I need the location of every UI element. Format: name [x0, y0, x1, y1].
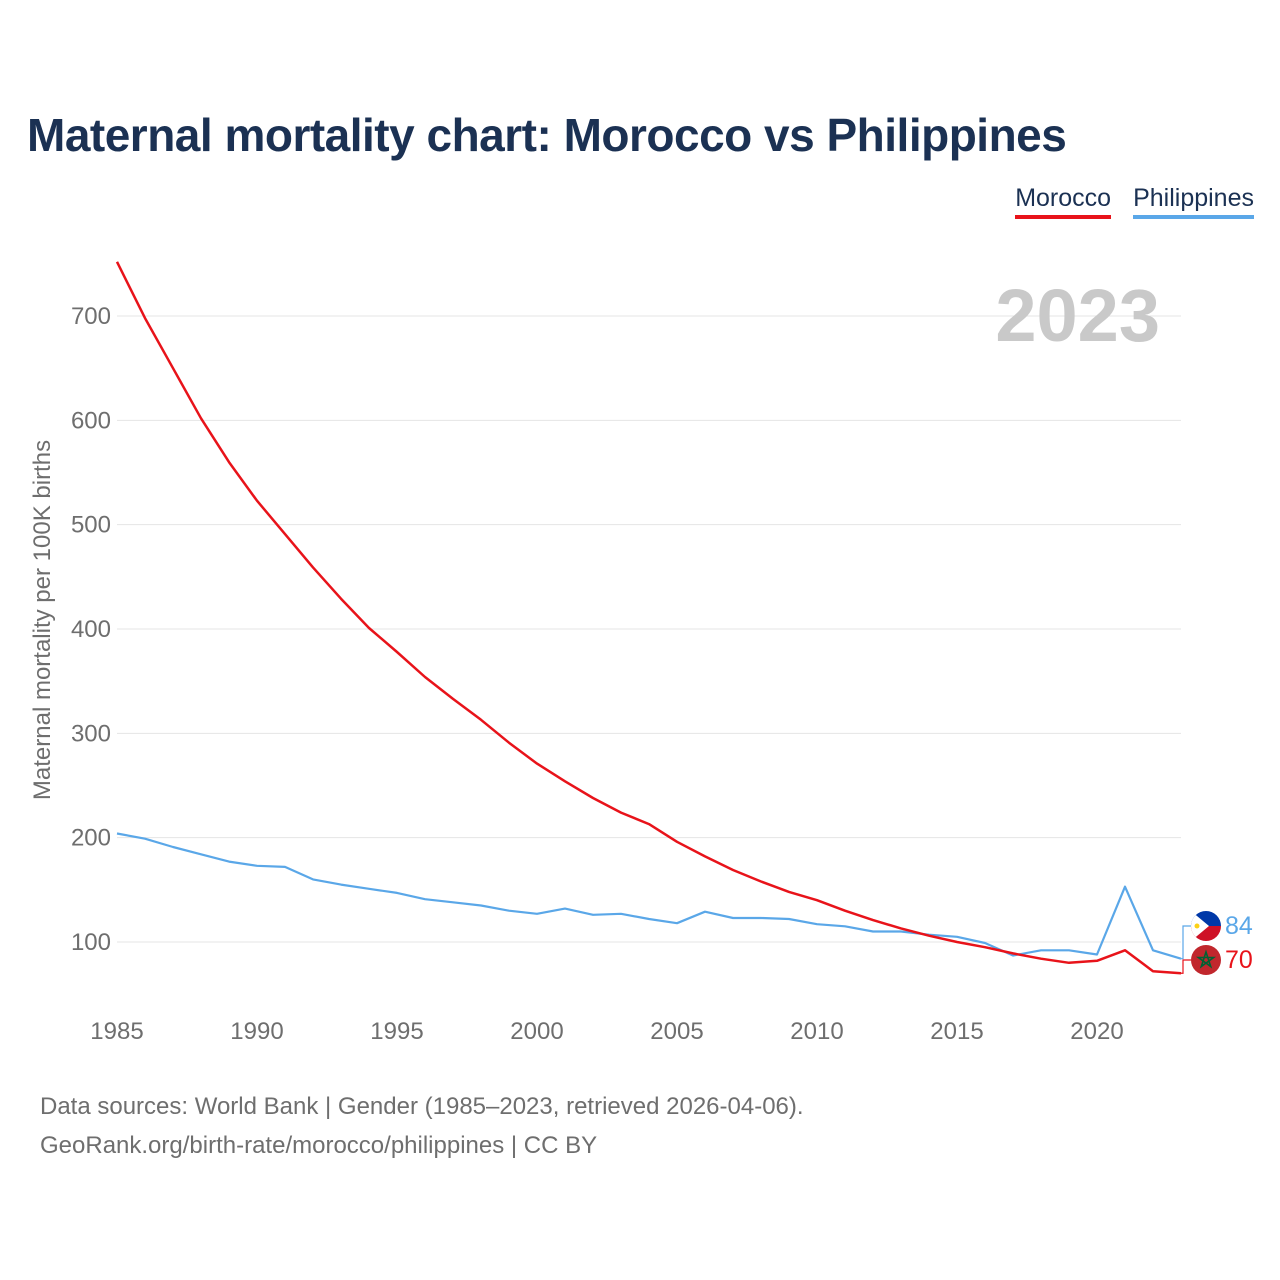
- x-tick-label: 2010: [790, 1018, 843, 1045]
- series-line-morocco: [115, 261, 1182, 975]
- x-tick-label: 1995: [370, 1018, 423, 1045]
- x-tick-label: 2015: [930, 1018, 983, 1045]
- end-connector-morocco: [1181, 959, 1191, 974]
- x-tick-label: 2020: [1070, 1018, 1123, 1045]
- y-axis-label: Maternal mortality per 100K births: [29, 440, 56, 800]
- x-tick-label: 1985: [90, 1018, 143, 1045]
- end-connector-philippines: [1181, 925, 1191, 960]
- x-tick-labels: 1985 1990 1995 2000 2005 2010 2015 2020: [90, 1018, 1123, 1045]
- y-tick-label: 100: [71, 929, 111, 956]
- y-tick-label: 600: [71, 407, 111, 434]
- page-title: Maternal mortality chart: Morocco vs Phi…: [27, 109, 1067, 161]
- y-tick-label: 700: [71, 303, 111, 330]
- legend: Morocco Philippines: [1015, 184, 1254, 219]
- series-line-philippines: [116, 832, 1182, 960]
- x-tick-label: 2000: [510, 1018, 563, 1045]
- series-lines: [115, 261, 1182, 975]
- end-value-label-morocco: 70: [1225, 946, 1253, 974]
- footer-attribution[interactable]: GeoRank.org/birth-rate/morocco/philippin…: [40, 1132, 598, 1159]
- legend-item-philippines[interactable]: Philippines: [1133, 184, 1254, 219]
- end-value-label-philippines: 84: [1225, 912, 1253, 940]
- legend-item-morocco[interactable]: Morocco: [1015, 184, 1112, 219]
- x-tick-label: 2005: [650, 1018, 703, 1045]
- footer: Data sources: World Bank | Gender (1985–…: [40, 1087, 804, 1165]
- y-tick-label: 400: [71, 616, 111, 643]
- y-tick-label: 200: [71, 825, 111, 852]
- x-tick-label: 1990: [230, 1018, 283, 1045]
- grid-lines: [117, 315, 1181, 943]
- year-watermark: 2023: [995, 274, 1160, 357]
- y-tick-label: 500: [71, 512, 111, 539]
- y-tick-label: 300: [71, 720, 111, 747]
- morocco-flag-icon: [1191, 945, 1221, 975]
- y-tick-labels: 100 200 300 400 500 600 700: [71, 303, 111, 956]
- philippines-flag-icon: [1191, 911, 1221, 941]
- footer-sources: Data sources: World Bank | Gender (1985–…: [40, 1093, 804, 1120]
